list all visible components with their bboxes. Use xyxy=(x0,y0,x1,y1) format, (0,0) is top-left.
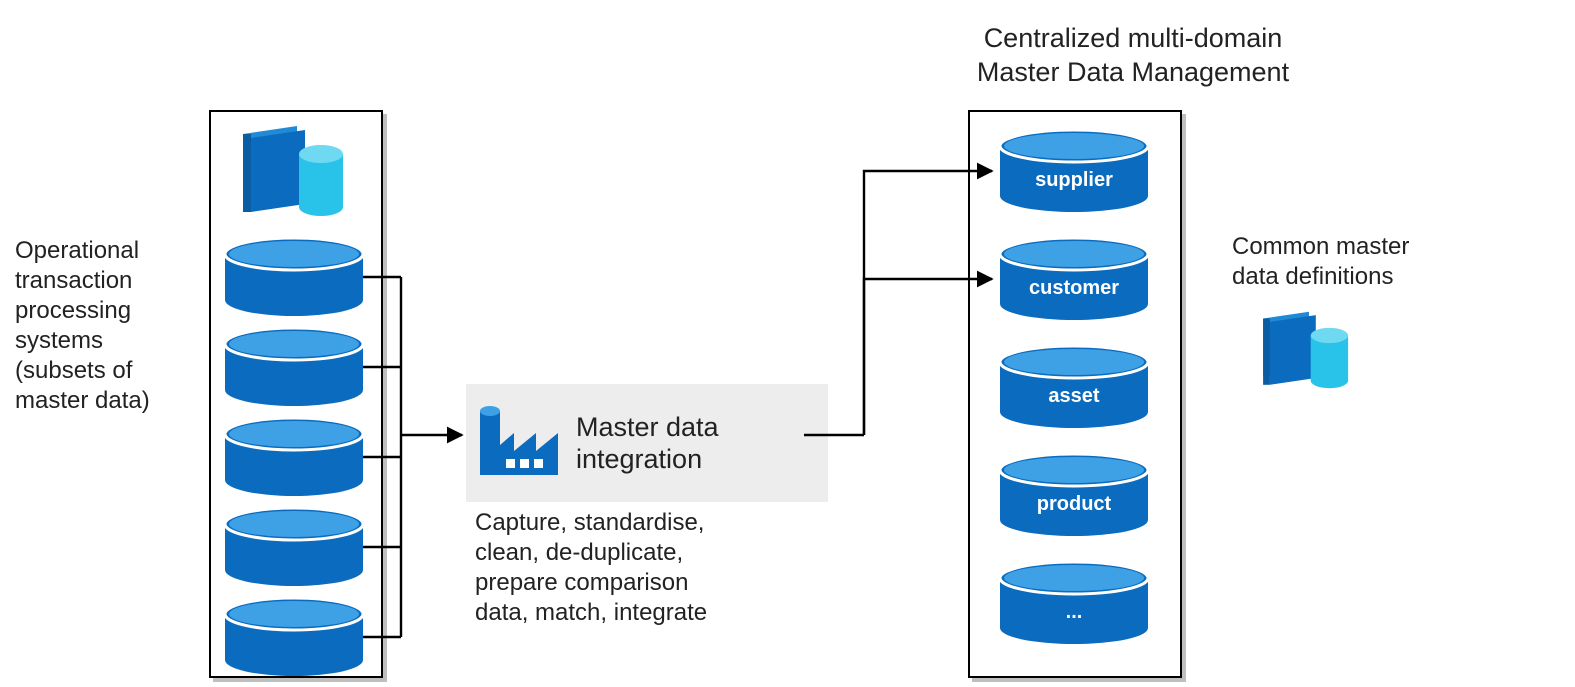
definitions-icon xyxy=(1258,310,1352,395)
svg-text:supplier: supplier xyxy=(1035,169,1113,191)
integration-box: Master data integration xyxy=(466,384,828,502)
mdm-db-customer: customer xyxy=(1000,238,1148,320)
right-caption: Common master data definitions xyxy=(1232,232,1492,292)
left-caption: Operational transaction processing syste… xyxy=(15,236,205,416)
diagram-stage: Operational transaction processing syste… xyxy=(0,0,1575,687)
factory-icon xyxy=(476,403,562,483)
source-db xyxy=(225,418,363,496)
mdm-title: Centralized multi-domain Master Data Man… xyxy=(938,22,1328,90)
svg-text:product: product xyxy=(1037,493,1112,515)
svg-text:customer: customer xyxy=(1029,277,1119,299)
mdm-db-product: product xyxy=(1000,454,1148,536)
mdm-db-supplier: supplier xyxy=(1000,130,1148,212)
source-db xyxy=(225,598,363,676)
mdm-db-asset: asset xyxy=(1000,346,1148,428)
mdm-db-: ... xyxy=(1000,562,1148,644)
svg-text:asset: asset xyxy=(1048,385,1099,407)
integration-title: Master data integration xyxy=(576,411,719,476)
source-db xyxy=(225,328,363,406)
integration-subtitle: Capture, standardise, clean, de-duplicat… xyxy=(475,508,775,628)
source-db xyxy=(225,508,363,586)
catalog-icon xyxy=(237,124,347,224)
source-db xyxy=(225,238,363,316)
svg-text:...: ... xyxy=(1066,601,1083,623)
